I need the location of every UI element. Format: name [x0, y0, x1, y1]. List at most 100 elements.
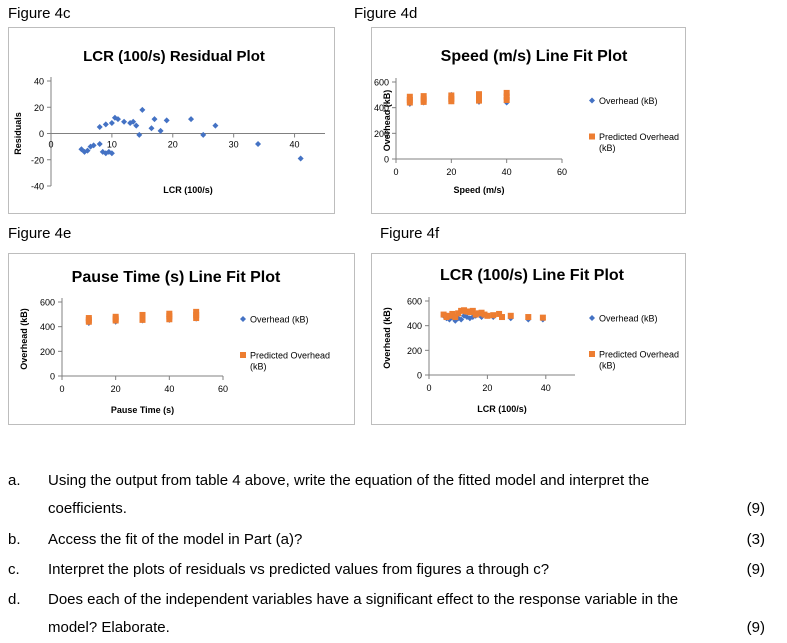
y-tick-label: 600 — [40, 298, 55, 308]
data-point-predicted — [507, 312, 514, 319]
x-tick-label: 40 — [541, 383, 551, 393]
data-point-overhead — [84, 147, 91, 154]
legend-label-cont: (kB) — [599, 361, 616, 371]
data-point-predicted — [484, 312, 491, 319]
data-point-predicted — [503, 96, 510, 103]
data-point-overhead — [133, 122, 140, 129]
y-tick-label: -40 — [31, 182, 44, 192]
chart-frame-4c: LCR (100/s) Residual Plot 40 20 0 -20 -40 0 10 2… — [8, 27, 335, 214]
question-text: Using the output from table 4 above, wri… — [48, 472, 650, 489]
x-tick-label: 20 — [446, 167, 456, 177]
y-tick-label: 0 — [39, 129, 44, 139]
chart-title: Speed (m/s) Line Fit Plot — [441, 48, 628, 65]
data-point-predicted — [112, 313, 119, 320]
residual-plot-chart: LCR (100/s) Residual Plot 40 20 0 -20 -40 0 10 2… — [13, 48, 325, 195]
data-point-overhead — [255, 141, 262, 147]
legend-label: Overhead (kB) — [599, 314, 658, 324]
x-axis-label: Speed (m/s) — [453, 185, 504, 195]
chart-frame-4d: Speed (m/s) Line Fit Plot 600 400 200 0 0 20 40… — [371, 27, 686, 214]
data-point-overhead — [108, 150, 115, 157]
data-point-predicted — [85, 315, 92, 322]
data-point-overhead — [108, 120, 115, 126]
question-text: Does each of the independent variables h… — [48, 591, 679, 608]
data-point-overhead — [136, 131, 143, 138]
data-point-predicted — [449, 310, 456, 317]
chart-frame-4e: Pause Time (s) Line Fit Plot 600 400 200 0 0 2… — [8, 253, 355, 425]
data-point-predicted — [452, 314, 459, 321]
data-point-predicted — [166, 316, 173, 323]
legend-label: Predicted Overhead — [599, 350, 679, 360]
speed-line-fit-chart: Speed (m/s) Line Fit Plot 600 400 200 00 20 40… — [374, 48, 679, 195]
question-letter: d. — [8, 591, 21, 608]
y-tick-label: 600 — [407, 297, 422, 307]
legend-marker-predicted — [589, 133, 595, 140]
data-point-predicted — [499, 314, 505, 321]
chart-title: LCR (100/s) Residual Plot — [83, 48, 265, 65]
x-tick-label: 40 — [502, 167, 512, 177]
x-tick-label: 40 — [290, 140, 300, 150]
data-point-predicted — [476, 94, 482, 101]
y-tick-label: 200 — [407, 346, 422, 356]
data-point-predicted — [469, 307, 476, 314]
data-point-overhead — [157, 127, 164, 134]
data-point-predicted — [503, 93, 510, 100]
legend-label: Overhead (kB) — [250, 315, 309, 325]
y-tick-label: 200 — [374, 129, 389, 139]
x-tick-label: 0 — [48, 140, 53, 150]
data-point-overhead — [200, 131, 207, 138]
question-letter: b. — [8, 531, 21, 548]
legend-marker-overhead — [589, 97, 595, 104]
data-point-overhead — [297, 155, 304, 162]
chart-title: Pause Time (s) Line Fit Plot — [72, 269, 281, 286]
legend-label: Predicted Overhead — [250, 351, 330, 361]
legend-label-cont: (kB) — [599, 143, 616, 153]
chart-frame-4f: LCR (100/s) Line Fit Plot 600 400 200 0 0 20 40… — [371, 253, 686, 425]
data-point-predicted — [193, 315, 200, 322]
y-axis-label: Residuals — [13, 112, 23, 155]
x-axis-label: Pause Time (s) — [111, 405, 174, 415]
data-point-predicted — [448, 92, 455, 99]
x-tick-label: 20 — [111, 384, 121, 394]
question-text: Access the fit of the model in Part (a)? — [48, 531, 303, 548]
data-point-predicted — [496, 310, 503, 317]
y-tick-label: 40 — [34, 77, 44, 87]
pause-time-line-fit-chart: Pause Time (s) Line Fit Plot 600 400 200 00 2… — [19, 269, 330, 415]
y-tick-label: 0 — [417, 371, 422, 381]
data-point-overhead — [114, 116, 121, 123]
data-point-overhead — [466, 315, 473, 322]
data-point-predicted — [166, 310, 173, 317]
question-text: coefficients. — [48, 500, 127, 517]
legend-marker-predicted — [240, 352, 246, 358]
data-point-predicted — [539, 314, 546, 321]
lcr-line-fit-chart: LCR (100/s) Line Fit Plot 600 400 200 00 20 40… — [382, 267, 679, 414]
y-tick-label: 200 — [40, 347, 55, 357]
data-point-predicted — [420, 96, 427, 103]
question-marks: (9) — [746, 500, 765, 517]
question-marks: (3) — [746, 531, 765, 548]
data-point-overhead — [148, 125, 155, 132]
data-point-overhead — [458, 316, 465, 323]
data-point-overhead — [90, 142, 97, 149]
question-text: Interpret the plots of residuals vs pred… — [48, 561, 550, 578]
x-tick-label: 30 — [229, 140, 239, 150]
legend-marker-overhead — [240, 316, 246, 322]
data-point-overhead — [96, 123, 103, 130]
figure-4d-label: Figure 4d — [354, 5, 418, 22]
x-axis-label: LCR (100/s) — [477, 404, 527, 414]
y-tick-label: -20 — [31, 155, 44, 165]
y-tick-label: 0 — [50, 372, 55, 382]
question-marks: (9) — [746, 619, 765, 636]
data-point-predicted — [420, 93, 427, 100]
legend-marker-predicted — [589, 351, 595, 357]
figure-4f-label: Figure 4f — [380, 225, 440, 242]
question-marks: (9) — [746, 561, 765, 578]
legend-label: Overhead (kB) — [599, 96, 658, 106]
data-point-overhead — [121, 118, 128, 125]
x-tick-label: 60 — [218, 384, 228, 394]
data-point-overhead — [139, 106, 146, 113]
y-axis-label: Overhead (kB) — [382, 90, 392, 152]
chart-title: LCR (100/s) Line Fit Plot — [440, 267, 625, 284]
legend-label-cont: (kB) — [250, 362, 267, 372]
question-letter: c. — [8, 561, 20, 578]
data-point-predicted — [193, 308, 200, 315]
